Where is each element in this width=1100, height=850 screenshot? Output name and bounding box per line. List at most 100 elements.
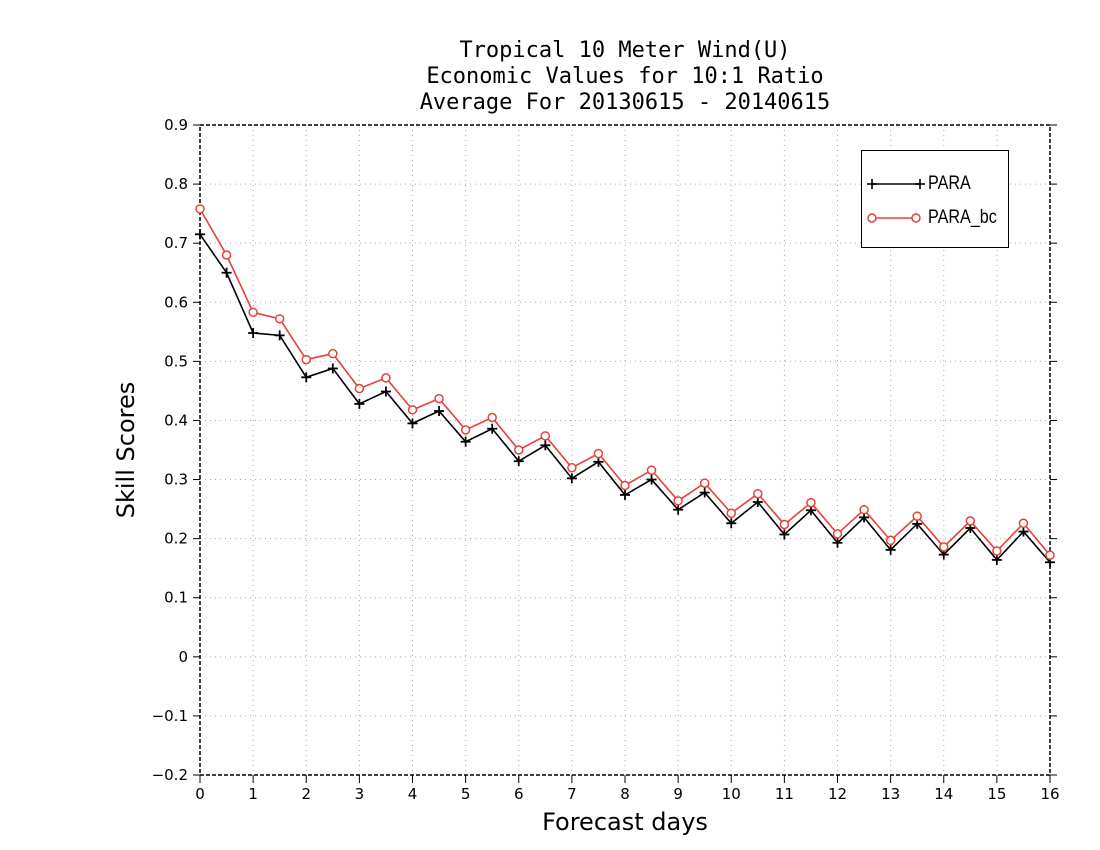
x-tick-label: 2 (301, 785, 311, 803)
point-para (380, 386, 391, 397)
x-tick-label: 3 (355, 785, 365, 803)
point-para (327, 363, 338, 374)
x-tick-label: 1 (248, 785, 258, 803)
point-para (566, 473, 577, 484)
point-para (646, 474, 657, 485)
point-para (354, 398, 365, 409)
point-para (620, 489, 630, 500)
y-tick-label: −0.1 (152, 707, 188, 725)
point-para (1018, 526, 1029, 537)
x-tick-label: 14 (934, 785, 953, 803)
x-tick-label: 5 (461, 785, 471, 803)
series-layer (195, 204, 1055, 568)
point-para (726, 518, 737, 529)
point-para-bc (1018, 518, 1029, 529)
x-tick-label: 13 (881, 785, 900, 803)
grid (200, 125, 1050, 775)
legend-item-para-bc: PARA_bc (862, 203, 1010, 233)
legend-line-plus-icon (867, 179, 925, 189)
x-tick-label: 11 (775, 785, 794, 803)
point-para-bc (274, 314, 285, 324)
y-tick-label: 0.6 (164, 293, 188, 311)
x-tick-label: 7 (567, 785, 577, 803)
point-para-bc (992, 546, 1002, 556)
chart-title-line-1: Tropical 10 Meter Wind(U) (459, 38, 791, 63)
point-para-bc (301, 354, 311, 365)
legend-item-para: PARA (862, 169, 1010, 199)
y-tick-label: 0.4 (164, 411, 188, 429)
point-para-bc (434, 393, 444, 404)
x-tick-label: 10 (722, 785, 741, 803)
point-para (407, 418, 418, 429)
y-axis-label: Skill Scores (112, 381, 140, 519)
point-para (301, 372, 312, 383)
point-para-bc (779, 519, 790, 530)
y-tick-label: 0 (178, 648, 188, 666)
point-para (248, 328, 259, 338)
point-para-bc (753, 488, 763, 499)
x-tick-label: 15 (987, 785, 1006, 803)
y-tick-label: 0.1 (164, 589, 188, 607)
x-tick-label: 8 (620, 785, 630, 803)
point-para-bc (726, 508, 736, 518)
x-tick-label: 12 (828, 785, 847, 803)
y-tick-label: 0.8 (164, 175, 188, 193)
point-para (513, 456, 524, 467)
point-para-bc (620, 480, 630, 491)
point-para (991, 554, 1002, 565)
point-para-bc (487, 412, 497, 423)
point-para (195, 229, 205, 240)
point-para-bc (885, 535, 896, 546)
point-para (752, 497, 763, 507)
point-para (274, 330, 285, 341)
point-para-bc (673, 496, 683, 506)
point-para-bc (540, 431, 551, 441)
point-para-bc (832, 529, 843, 539)
point-para (221, 267, 232, 278)
point-para-bc (381, 373, 391, 383)
point-para-bc (195, 204, 205, 214)
axes: −0.2−0.100.10.20.30.40.50.60.70.80.90 1 2 3… (152, 116, 1060, 803)
point-para-bc (593, 448, 604, 459)
point-para (460, 436, 471, 447)
point-para-bc (699, 478, 710, 488)
point-para-bc (806, 497, 816, 508)
y-tick-label: 0.2 (164, 530, 188, 548)
legend-line-circle-icon (867, 213, 921, 223)
legend: PARA PARA_bc (861, 150, 1009, 248)
point-para (487, 423, 498, 434)
chart-title-line-2: Economic Values for 10:1 Ratio (426, 64, 824, 89)
point-para-bc (328, 348, 338, 359)
point-para (540, 440, 551, 451)
point-para (779, 529, 790, 540)
y-tick-label: 0.5 (164, 352, 188, 370)
x-axis-label: Forecast days (542, 808, 708, 836)
y-tick-label: 0.7 (164, 234, 188, 252)
point-para (885, 544, 896, 555)
x-tick-label: 6 (514, 785, 524, 803)
point-para (699, 487, 710, 498)
point-para (593, 456, 604, 467)
point-para-bc (939, 542, 949, 552)
x-tick-label: 16 (1040, 785, 1059, 803)
point-para-bc (221, 250, 232, 260)
x-tick-label: 9 (673, 785, 683, 803)
point-para-bc (514, 445, 524, 455)
chart-title-line-3: Average For 20130615 - 20140615 (419, 90, 831, 115)
y-tick-label: −0.2 (152, 766, 188, 784)
point-para-bc (248, 307, 258, 318)
point-para-bc (354, 383, 365, 394)
point-para-bc (646, 465, 657, 475)
x-tick-label: 4 (408, 785, 418, 803)
legend-label-para: PARA (928, 173, 971, 194)
point-para-bc (912, 511, 922, 521)
point-para (832, 537, 843, 548)
point-para-bc (965, 516, 976, 526)
legend-label-para-bc: PARA_bc (928, 207, 997, 228)
point-para-bc (460, 425, 471, 435)
y-tick-label: 0.3 (164, 471, 188, 489)
point-para (434, 406, 445, 416)
y-tick-label: 0.9 (164, 116, 188, 134)
point-para (673, 504, 684, 515)
